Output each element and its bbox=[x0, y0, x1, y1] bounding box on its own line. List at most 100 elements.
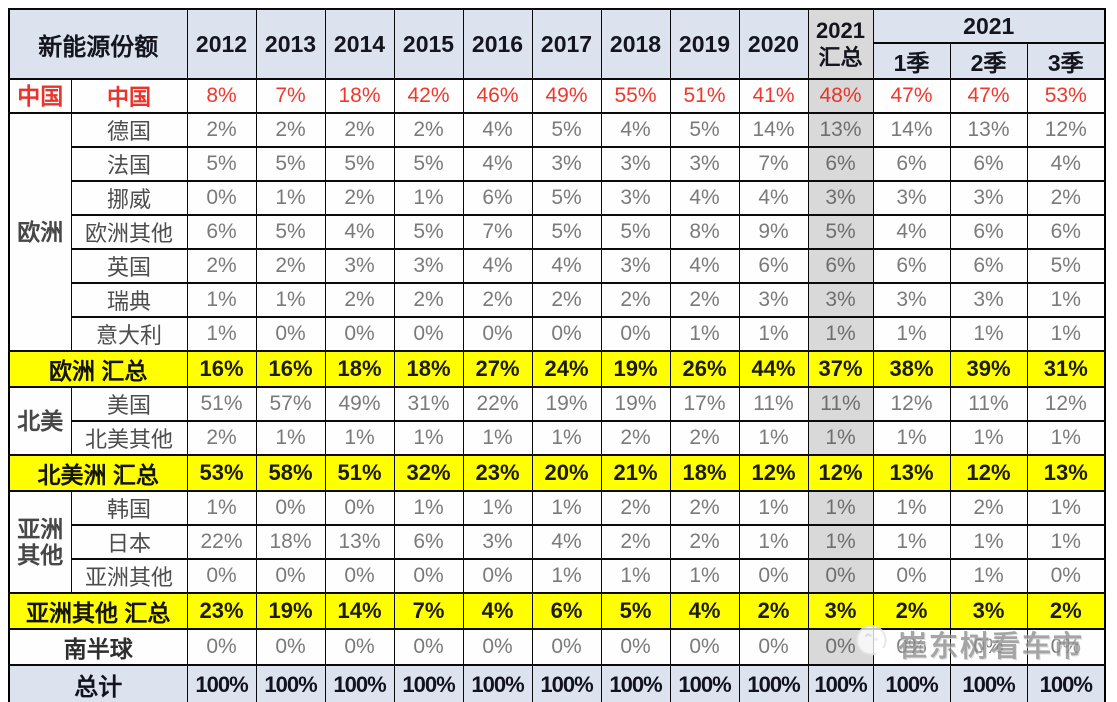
share-cell: 0% bbox=[600, 316, 671, 352]
row-label: 亚洲其他 汇总 bbox=[8, 592, 188, 630]
share-cell: 44% bbox=[738, 350, 809, 388]
share-cell: 1% bbox=[255, 282, 326, 318]
share-cell: 2% bbox=[186, 420, 257, 456]
share-cell: 13% bbox=[324, 524, 395, 560]
share-cell: 12% bbox=[1026, 112, 1106, 148]
region-group-label: 欧洲 bbox=[8, 112, 72, 352]
share-cell: 100% bbox=[1026, 664, 1106, 702]
share-cell: 5% bbox=[1026, 248, 1106, 284]
share-cell: 0% bbox=[324, 490, 395, 526]
year-header: 2013 bbox=[255, 8, 326, 80]
share-cell: 1% bbox=[531, 558, 602, 594]
share-cell: 100% bbox=[462, 664, 533, 702]
share-cell: 4% bbox=[531, 248, 602, 284]
share-cell: 0% bbox=[393, 316, 464, 352]
share-cell: 5% bbox=[393, 146, 464, 182]
share-cell: 0% bbox=[872, 558, 951, 594]
year-header: 2015 bbox=[393, 8, 464, 80]
share-cell: 12% bbox=[807, 454, 874, 492]
table-row: 法国 5% 5% 5% 5% 4% 3% 3% 3% 7% 6% 6% 6% 4% bbox=[9, 146, 1106, 182]
share-cell: 0% bbox=[255, 490, 326, 526]
share-cell: 2% bbox=[324, 282, 395, 318]
share-cell: 1% bbox=[462, 420, 533, 456]
share-cell: 1% bbox=[186, 282, 257, 318]
share-cell: 7% bbox=[255, 78, 326, 114]
share-cell: 4% bbox=[462, 592, 533, 630]
share-cell: 2% bbox=[669, 524, 740, 560]
share-cell: 1% bbox=[1026, 316, 1106, 352]
share-cell: 0% bbox=[807, 628, 874, 666]
share-cell: 1% bbox=[738, 524, 809, 560]
share-cell: 1% bbox=[807, 490, 874, 526]
share-cell: 11% bbox=[738, 386, 809, 422]
share-cell: 38% bbox=[872, 350, 951, 388]
share-cell: 13% bbox=[949, 112, 1028, 148]
row-label: 中国 bbox=[70, 78, 188, 114]
share-cell: 100% bbox=[186, 664, 257, 702]
share-cell: 21% bbox=[600, 454, 671, 492]
share-cell: 0% bbox=[186, 628, 257, 666]
share-cell: 6% bbox=[186, 214, 257, 250]
share-cell: 31% bbox=[393, 386, 464, 422]
share-cell: 8% bbox=[186, 78, 257, 114]
share-cell: 32% bbox=[393, 454, 464, 492]
share-cell: 100% bbox=[949, 664, 1028, 702]
row-label: 北美洲 汇总 bbox=[8, 454, 188, 492]
share-cell: 13% bbox=[807, 112, 874, 148]
share-cell: 3% bbox=[807, 592, 874, 630]
share-cell: 2% bbox=[531, 282, 602, 318]
share-cell: 1% bbox=[255, 420, 326, 456]
share-cell: 0% bbox=[255, 558, 326, 594]
share-cell: 1% bbox=[186, 490, 257, 526]
share-cell: 18% bbox=[255, 524, 326, 560]
share-cell: 48% bbox=[807, 78, 874, 114]
share-cell: 6% bbox=[462, 180, 533, 216]
share-cell: 3% bbox=[949, 180, 1028, 216]
share-cell: 23% bbox=[186, 592, 257, 630]
year-header: 2020 bbox=[738, 8, 809, 80]
share-cell: 100% bbox=[738, 664, 809, 702]
share-cell: 6% bbox=[531, 592, 602, 630]
share-cell: 100% bbox=[324, 664, 395, 702]
share-cell: 3% bbox=[462, 524, 533, 560]
share-cell: 4% bbox=[669, 180, 740, 216]
share-cell: 1% bbox=[807, 524, 874, 560]
year-header: 2014 bbox=[324, 8, 395, 80]
quarter-header: 2季 bbox=[949, 42, 1028, 80]
share-cell: 6% bbox=[949, 146, 1028, 182]
share-cell: 12% bbox=[949, 454, 1028, 492]
share-cell: 37% bbox=[807, 350, 874, 388]
share-cell: 1% bbox=[872, 316, 951, 352]
share-cell: 4% bbox=[872, 214, 951, 250]
share-cell: 3% bbox=[600, 146, 671, 182]
table-row: 亚洲其他 汇总 23% 19% 14% 7% 4% 6% 5% 4% 2% 3% 2% 3% 2% bbox=[8, 592, 1106, 630]
share-cell: 0% bbox=[738, 558, 809, 594]
row-label: 总计 bbox=[8, 664, 188, 702]
share-cell: 4% bbox=[669, 592, 740, 630]
row-label: 法国 bbox=[70, 146, 188, 182]
header-row-quarters: 1季 2季 3季 bbox=[9, 42, 1106, 80]
share-cell: 5% bbox=[600, 592, 671, 630]
share-cell: 6% bbox=[393, 524, 464, 560]
row-label: 瑞典 bbox=[70, 282, 188, 318]
quarter-header: 3季 bbox=[1026, 42, 1106, 80]
share-cell: 3% bbox=[324, 248, 395, 284]
share-cell: 0% bbox=[738, 628, 809, 666]
share-cell: 3% bbox=[393, 248, 464, 284]
share-cell: 1% bbox=[872, 490, 951, 526]
header-row-1: 新能源份额 2012 2013 2014 2015 2016 2017 2018 2019 20… bbox=[8, 8, 1106, 80]
share-cell: 42% bbox=[393, 78, 464, 114]
share-cell: 51% bbox=[186, 386, 257, 422]
share-cell: 2% bbox=[738, 592, 809, 630]
share-cell: 58% bbox=[255, 454, 326, 492]
year-header: 2016 bbox=[462, 8, 533, 80]
share-cell: 0% bbox=[255, 316, 326, 352]
share-cell: 1% bbox=[949, 420, 1028, 456]
share-cell: 1% bbox=[324, 420, 395, 456]
share-cell: 4% bbox=[462, 146, 533, 182]
share-cell: 5% bbox=[255, 214, 326, 250]
share-cell: 47% bbox=[949, 78, 1028, 114]
table-row: 中国 中国 8% 7% 18% 42% 46% 49% 55% 51% 41% 48% 47% 47% 53… bbox=[8, 78, 1106, 114]
share-cell: 2% bbox=[872, 592, 951, 630]
share-cell: 5% bbox=[531, 112, 602, 148]
